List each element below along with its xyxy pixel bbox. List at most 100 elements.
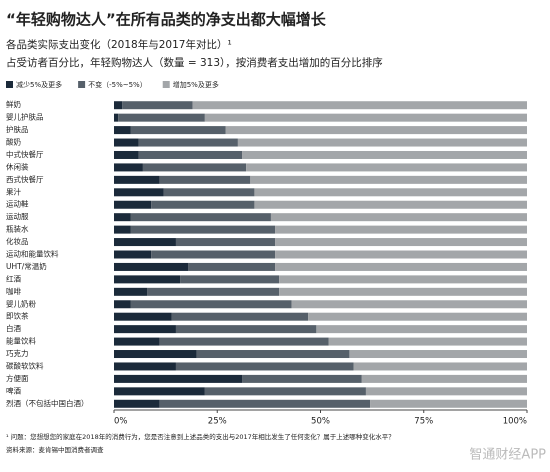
- watermark: 智通财经APP: [469, 448, 546, 463]
- bar-segment: [242, 374, 362, 383]
- bar-segment: [171, 312, 309, 321]
- bar-segment: [151, 250, 276, 259]
- bar-segment: [370, 399, 527, 408]
- subtitle: 占受访者百分比，年轻购物达人（数量 = 313），按消费者支出增加的百分比排序: [6, 56, 383, 69]
- bar-segment: [159, 337, 329, 346]
- bar-segment: [114, 126, 131, 135]
- y-tick-label: 西式快餐厅: [6, 174, 44, 184]
- bar-segment: [275, 262, 527, 271]
- bar-segment: [270, 213, 527, 222]
- bar-segment: [254, 188, 528, 197]
- footnote: ¹ 问题：您想想您的家庭在2018年的消费行为，您是否注意到上述品类的支出与20…: [6, 432, 395, 441]
- y-tick-label: 化妆品: [6, 236, 29, 246]
- bar-segment: [250, 175, 528, 184]
- bar-segment: [114, 287, 148, 296]
- bar-segment: [188, 262, 276, 271]
- bar-segment: [130, 300, 292, 309]
- y-tick-label: 果汁: [6, 186, 21, 196]
- bar-segment: [114, 225, 131, 234]
- bar-segment: [279, 275, 527, 284]
- bar-segment: [147, 287, 280, 296]
- legend-label: 减少5%及更多: [16, 80, 62, 89]
- bar-segment: [114, 175, 160, 184]
- bar-segment: [361, 374, 527, 383]
- y-tick-label: 酸奶: [6, 137, 21, 147]
- bar-segment: [349, 350, 527, 359]
- bar-segment: [114, 312, 172, 321]
- bar-segment: [204, 387, 366, 396]
- bar-segment: [365, 387, 527, 396]
- bar-segment: [237, 138, 527, 147]
- chart-title: “年轻购物达人”在所有品类的净支出都大幅增长: [6, 11, 327, 29]
- bar-segment: [114, 374, 243, 383]
- bar-segment: [114, 325, 176, 334]
- y-tick-label: 能量饮料: [6, 336, 36, 346]
- y-tick-label: 中式快餐厅: [6, 149, 44, 159]
- bar-segment: [114, 250, 152, 259]
- bar-segment: [122, 101, 193, 110]
- bar-segment: [114, 213, 131, 222]
- bar-segment: [180, 275, 280, 284]
- bar-segment: [159, 175, 251, 184]
- y-tick-label: 巧克力: [6, 348, 29, 358]
- y-tick-label: 烈酒（不包括中国白酒）: [6, 398, 89, 408]
- bar-segment: [254, 200, 528, 209]
- y-tick-label: 婴儿奶粉: [6, 298, 36, 308]
- bar-segment: [192, 101, 527, 110]
- legend-label: 增加5%及更多: [173, 80, 219, 89]
- bar-segment: [308, 312, 527, 321]
- bar-segment: [114, 262, 189, 271]
- y-tick-label: 咖啡: [6, 286, 21, 296]
- bar-segment: [114, 238, 176, 247]
- bar-segment: [114, 188, 164, 197]
- bar-segment: [196, 350, 350, 359]
- legend-label: 不变（-5%~5%）: [88, 80, 147, 89]
- x-tick-label: 100%: [503, 417, 527, 427]
- bar-segment: [142, 163, 247, 172]
- bar-segment: [291, 300, 527, 309]
- y-tick-label: UHT/常温奶: [6, 261, 47, 271]
- bar-segment: [242, 150, 527, 159]
- y-tick-label: 红酒: [6, 273, 21, 283]
- bar-segment: [138, 150, 243, 159]
- y-tick-label: 碳酸软饮料: [6, 360, 44, 370]
- bar-segment: [114, 150, 139, 159]
- bar-segment: [175, 238, 276, 247]
- bar-segment: [151, 200, 255, 209]
- x-tick-label: 25%: [208, 417, 227, 427]
- y-tick-label: 白酒: [6, 323, 21, 333]
- y-tick-label: 啤酒: [6, 385, 21, 395]
- bar-segment: [114, 163, 143, 172]
- subtitle: 各品类实际支出变化（2018年与2017年对比）¹: [6, 38, 232, 51]
- bar-segment: [114, 113, 119, 122]
- legend-swatch: [162, 81, 170, 88]
- y-tick-label: 瓶装水: [6, 224, 29, 234]
- bar-segment: [130, 126, 226, 135]
- bar-segment: [353, 362, 527, 371]
- y-tick-label: 鲜奶: [6, 99, 21, 109]
- source: 资料来源：麦肯锡中国消费者调查: [6, 445, 104, 454]
- y-tick-label: 运动和能量饮料: [6, 249, 59, 259]
- y-tick-label: 即饮茶: [6, 311, 29, 321]
- bar-segment: [130, 225, 276, 234]
- bar-segment: [328, 337, 527, 346]
- bar-segment: [114, 399, 160, 408]
- bar-segment: [114, 101, 123, 110]
- bar-segment: [275, 225, 527, 234]
- bar-segment: [114, 138, 139, 147]
- bar-segment: [114, 387, 205, 396]
- bar-segment: [204, 113, 528, 122]
- bar-segment: [114, 337, 160, 346]
- bar-segment: [275, 250, 527, 259]
- bar-segment: [114, 200, 152, 209]
- bar-segment: [118, 113, 205, 122]
- bar-segment: [138, 138, 238, 147]
- y-tick-label: 运动服: [6, 211, 29, 221]
- bar-segment: [246, 163, 527, 172]
- bar-segment: [175, 325, 317, 334]
- y-tick-label: 方便面: [6, 373, 29, 383]
- bar-segment: [159, 399, 371, 408]
- bar-segment: [114, 362, 176, 371]
- bar-segment: [275, 238, 527, 247]
